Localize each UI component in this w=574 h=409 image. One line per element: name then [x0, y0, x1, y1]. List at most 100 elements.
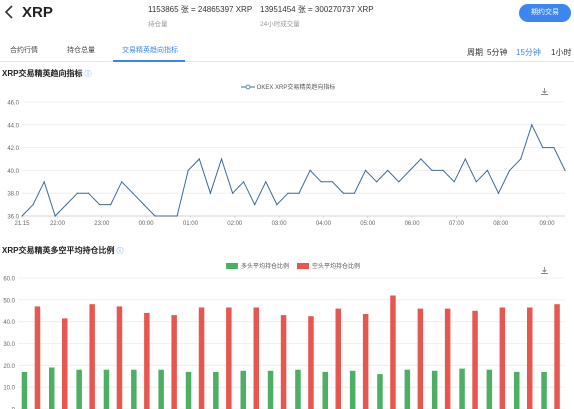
- info-icon[interactable]: ⓘ: [84, 71, 92, 78]
- data-point: [420, 158, 422, 160]
- long-bar: [131, 369, 137, 409]
- short-bar: [390, 295, 396, 409]
- data-point: [87, 192, 90, 194]
- short-bar: [527, 307, 533, 409]
- short-bar: [253, 307, 259, 409]
- data-point: [376, 181, 378, 183]
- top-bar: XRP 1153865 张 = 24865397 XRP 持仓量 1395145…: [0, 0, 574, 36]
- period-5min[interactable]: 5分钟: [487, 48, 508, 57]
- data-point: [431, 169, 433, 171]
- data-point: [497, 192, 500, 194]
- y-tick-label: 40.0: [3, 320, 15, 326]
- x-tick-label: 04:00: [316, 221, 332, 227]
- long-bar: [404, 369, 411, 409]
- short-bar: [308, 316, 314, 409]
- data-point: [76, 192, 78, 194]
- long-bar: [377, 374, 383, 409]
- long-bar: [213, 371, 219, 409]
- y-tick-label: 36.0: [7, 215, 19, 221]
- short-bar: [499, 307, 506, 409]
- y-tick-label: 46.0: [7, 101, 19, 107]
- legend-long-label: 多头平均持仓比例: [241, 264, 290, 270]
- long-bar: [322, 371, 328, 409]
- data-point: [564, 169, 566, 171]
- chevron-left-icon[interactable]: [4, 5, 18, 21]
- x-tick-label: 21:15: [14, 221, 30, 227]
- short-bar: [89, 304, 95, 409]
- chart1-title-text: XRP交易精英趋向指标: [2, 69, 83, 78]
- data-point: [176, 215, 178, 217]
- y-tick-label: 50.0: [3, 298, 15, 304]
- data-point: [486, 169, 488, 171]
- data-point: [509, 169, 511, 171]
- volume-stat: 13951454 张 = 300270737 XRP 24小时成交量: [260, 4, 374, 28]
- data-point: [553, 147, 555, 149]
- data-point: [121, 181, 123, 183]
- long-bar: [76, 369, 82, 409]
- data-point: [165, 215, 167, 217]
- data-point: [453, 181, 455, 183]
- short-bar: [116, 306, 123, 409]
- y-tick-label: 10.0: [3, 386, 15, 392]
- data-point: [32, 204, 34, 206]
- data-point: [353, 192, 355, 194]
- period-15min[interactable]: 15分钟: [516, 48, 541, 57]
- open-interest-stat: 1153865 张 = 24865397 XRP 持仓量: [148, 4, 252, 28]
- chart2-title-text: XRP交易精英多空平均持仓比例: [2, 246, 115, 255]
- data-point: [464, 158, 466, 160]
- period-label: 周期: [467, 48, 483, 57]
- long-bar: [21, 371, 28, 409]
- data-point: [143, 204, 145, 206]
- data-point: [110, 204, 112, 206]
- data-point: [254, 204, 256, 206]
- x-tick-label: 22:00: [50, 221, 66, 227]
- chart2-title: XRP交易精英多空平均持仓比例 ⓘ: [2, 245, 123, 256]
- download-icon[interactable]: [540, 262, 549, 274]
- tab-open-interest[interactable]: 持仓总量: [67, 47, 95, 54]
- data-point: [298, 192, 300, 194]
- trade-button[interactable]: 期约交易: [519, 4, 571, 22]
- x-tick-label: 03:00: [272, 221, 288, 227]
- x-tick-label: 02:00: [227, 221, 243, 227]
- y-tick-label: 38.0: [7, 192, 19, 198]
- long-bar: [103, 369, 110, 409]
- data-point: [276, 204, 278, 206]
- data-point: [531, 124, 533, 126]
- y-tick-label: 40.0: [7, 169, 19, 175]
- legend-long-swatch: [226, 263, 238, 270]
- legend-short-swatch: [297, 263, 310, 270]
- long-bar: [486, 369, 493, 409]
- x-tick-label: 08:00: [493, 221, 509, 227]
- data-point: [243, 181, 245, 183]
- long-bar: [514, 371, 520, 409]
- y-tick-label: 44.0: [7, 123, 19, 129]
- data-point: [520, 158, 522, 160]
- data-point: [54, 215, 56, 217]
- x-tick-label: 05:00: [360, 221, 376, 227]
- data-point: [99, 204, 101, 206]
- long-bar: [349, 370, 356, 409]
- y-tick-label: 30.0: [3, 342, 15, 348]
- x-tick-label: 06:00: [405, 221, 421, 227]
- download-icon[interactable]: [540, 83, 549, 95]
- data-point: [331, 181, 333, 183]
- y-tick-label: 0: [12, 408, 16, 409]
- short-bar: [34, 306, 41, 409]
- data-point: [287, 192, 289, 194]
- short-bar: [198, 307, 205, 409]
- data-point: [342, 192, 344, 194]
- data-point: [475, 181, 477, 183]
- tab-elite-trend[interactable]: 交易精英趋向指标: [122, 47, 178, 54]
- short-bar: [62, 318, 68, 409]
- page-title: XRP: [22, 4, 53, 21]
- chart1-legend: OKEX XRP交易精英趋向指标: [241, 82, 335, 91]
- data-point: [364, 169, 367, 171]
- info-icon[interactable]: ⓘ: [116, 248, 124, 255]
- long-bar: [541, 371, 547, 409]
- data-point: [21, 215, 23, 217]
- short-bar: [417, 308, 424, 409]
- period-1hour[interactable]: 1小时: [551, 48, 572, 57]
- x-tick-label: 23:00: [94, 221, 110, 227]
- tab-market[interactable]: 合约行情: [10, 47, 38, 54]
- data-point: [220, 158, 223, 160]
